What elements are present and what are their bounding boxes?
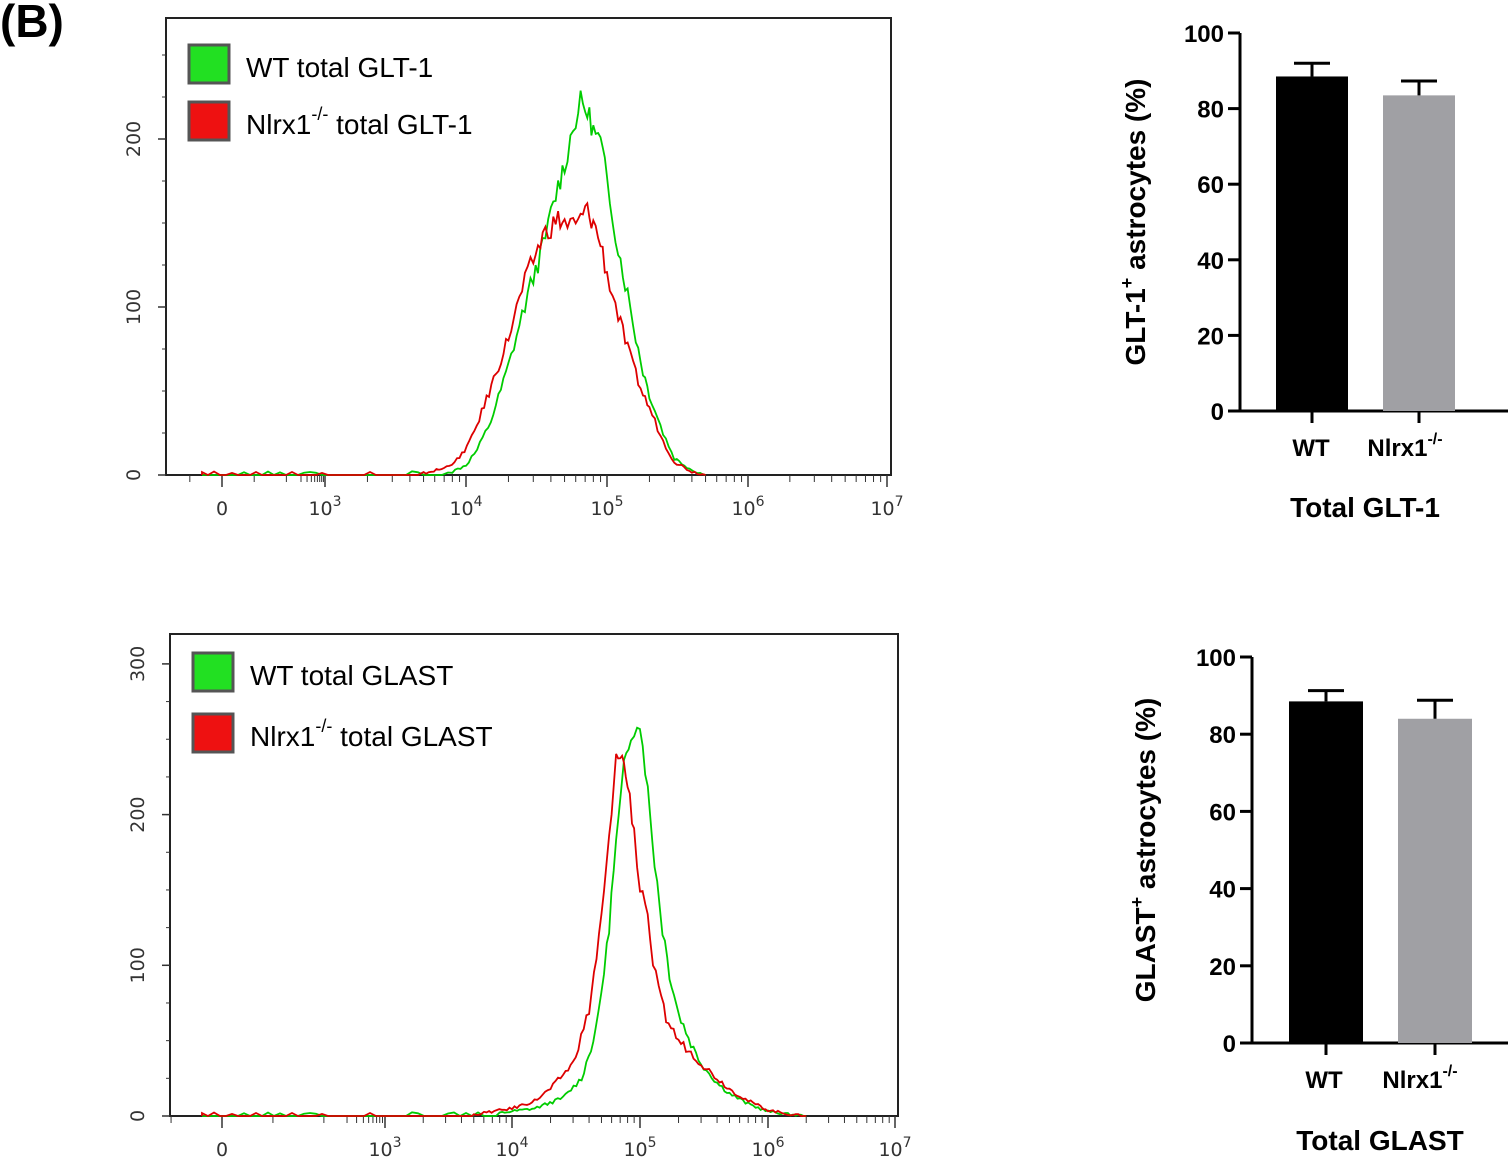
- x-tick-label: 0: [216, 1139, 228, 1161]
- hist-curves: [201, 726, 807, 1118]
- bar-y-tick-label: 40: [1197, 248, 1224, 275]
- x-tick-label: 107: [870, 494, 903, 520]
- glt1-bar-chart: 0 20 40 60 80 100 WT Nlrx1-/- Total GLT-1 GLT-1+ …: [1117, 21, 1508, 523]
- x-tick-label: 103: [368, 1135, 401, 1161]
- x-tick-label: 0: [216, 498, 228, 520]
- legend-label: WT total GLT-1: [246, 52, 433, 83]
- bar-y-tick-label: 20: [1209, 954, 1236, 981]
- bar-y-tick-label: 60: [1197, 172, 1224, 199]
- y-tick-label: 100: [123, 289, 145, 325]
- legend-label: WT total GLAST: [250, 660, 453, 691]
- bar-y-tick-label: 0: [1211, 399, 1224, 426]
- y-tick-label: 300: [127, 646, 149, 682]
- hist-legend: WT total GLAST Nlrx1-/- total GLAST: [191, 651, 493, 754]
- legend-label: Nlrx1-/- total GLAST: [250, 716, 493, 752]
- histogram-series-nlrx1: [201, 753, 807, 1118]
- x-tick-label: 106: [751, 1135, 784, 1161]
- y-tick-label: 100: [127, 947, 149, 983]
- y-tick-label: 0: [123, 469, 145, 481]
- x-tick-label: 107: [878, 1135, 911, 1161]
- bar-category-label: Nlrx1-/-: [1367, 431, 1442, 462]
- bar-category-label: WT: [1305, 1067, 1343, 1094]
- hist-legend: WT total GLT-1 Nlrx1-/- total GLT-1: [187, 43, 473, 142]
- glt1-histogram: 0 100 200 0 103 104 105 106 107 WT total GLT-1 N…: [123, 17, 904, 520]
- x-tick-label: 104: [449, 494, 482, 520]
- legend-swatch: [191, 651, 235, 693]
- bar-x-axis-label: Total GLT-1: [1290, 492, 1440, 523]
- hist-frame: [169, 633, 899, 1117]
- legend-swatch: [187, 43, 231, 85]
- hist-x-axis: 0 103 104 105 106 107: [189, 475, 904, 520]
- bar-y-tick-label: 40: [1209, 877, 1236, 904]
- x-tick-label: 105: [590, 494, 623, 520]
- x-tick-label: 106: [731, 494, 764, 520]
- hist-x-axis: 0 103 104 105 106 107: [170, 1116, 912, 1161]
- bar-nlrx1: [1398, 718, 1472, 1043]
- legend-swatch: [187, 100, 231, 142]
- bar-wt: [1289, 701, 1363, 1043]
- bar-y-tick-label: 0: [1223, 1031, 1236, 1058]
- bar-y-axis-label: GLAST+ astrocytes (%): [1127, 698, 1161, 1003]
- y-tick-label: 200: [123, 121, 145, 157]
- hist-frame: [165, 17, 892, 476]
- y-tick-label: 0: [127, 1110, 149, 1122]
- glast-histogram: 0 100 200 300 0 103 104 105 106 107 WT total GLA…: [127, 633, 912, 1161]
- bar-y-axis-label: GLT-1+ astrocytes (%): [1117, 79, 1151, 366]
- hist-y-axis: 0 100 200: [123, 54, 166, 481]
- histogram-series-wt: [202, 90, 706, 477]
- bar-x-axis-label: Total GLAST: [1296, 1125, 1463, 1156]
- bar-nlrx1: [1383, 95, 1455, 412]
- x-tick-label: 104: [495, 1135, 528, 1161]
- panel-label: (B): [0, 0, 64, 47]
- histogram-series-nlrx1: [201, 201, 706, 477]
- bar-category-label: Nlrx1-/-: [1382, 1063, 1457, 1094]
- bar-y-tick-label: 80: [1197, 97, 1224, 124]
- bar-y-tick-label: 80: [1209, 722, 1236, 749]
- legend-label: Nlrx1-/- total GLT-1: [246, 104, 473, 140]
- y-tick-label: 200: [127, 796, 149, 832]
- bar-y-tick-label: 100: [1184, 21, 1224, 48]
- bar-y-tick-label: 60: [1209, 799, 1236, 826]
- glast-bar-chart: 0 20 40 60 80 100 WT Nlrx1-/- Total GLAST GLAST+ …: [1127, 645, 1508, 1156]
- bar-y-tick-label: 20: [1197, 323, 1224, 350]
- legend-swatch: [191, 712, 235, 754]
- bar-wt: [1276, 76, 1348, 411]
- hist-y-axis: 0 100 200 300: [127, 646, 170, 1122]
- bar-category-label: WT: [1292, 435, 1330, 462]
- bar-y-tick-label: 100: [1196, 645, 1236, 672]
- x-tick-label: 103: [308, 494, 341, 520]
- x-tick-label: 105: [623, 1135, 656, 1161]
- histogram-series-wt: [202, 726, 807, 1118]
- hist-curves: [201, 90, 706, 477]
